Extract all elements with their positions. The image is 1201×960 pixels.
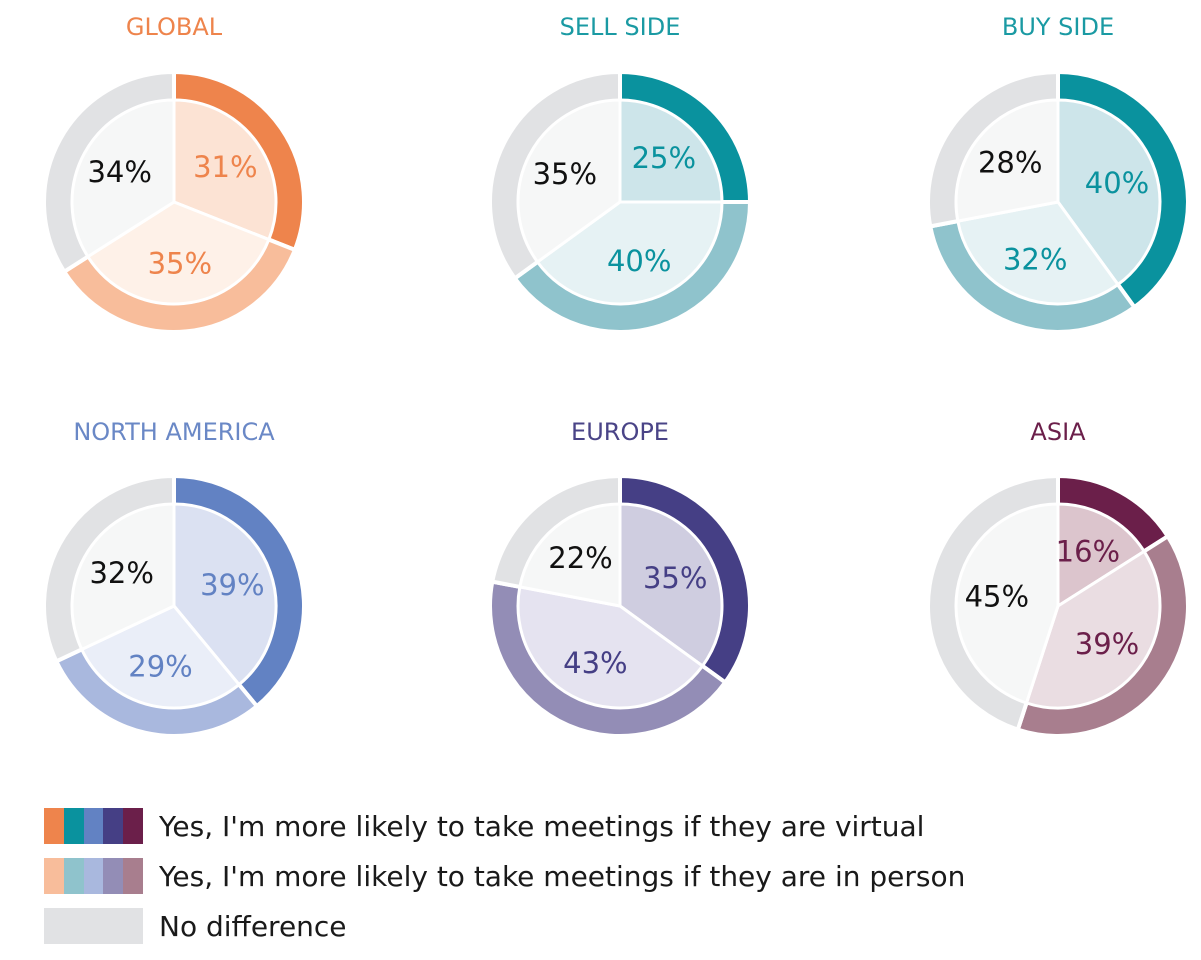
legend-swatch: [44, 908, 143, 944]
legend-swatch: [84, 808, 104, 844]
legend-label-no-difference: No difference: [159, 910, 347, 943]
legend-swatch: [64, 808, 84, 844]
data-label: 39%: [200, 568, 264, 602]
legend-item-in-person: Yes, I'm more likely to take meetings if…: [44, 858, 1044, 894]
data-label: 40%: [607, 244, 671, 278]
chart-title: SELL SIDE: [560, 13, 681, 41]
legend-label-virtual: Yes, I'm more likely to take meetings if…: [159, 810, 924, 843]
data-label: 16%: [1056, 535, 1120, 569]
data-label: 32%: [1003, 243, 1067, 277]
data-label: 43%: [563, 646, 627, 680]
legend-swatch: [123, 858, 143, 894]
data-label: 28%: [978, 146, 1042, 180]
legend-swatch: [84, 858, 104, 894]
legend-swatch-in-person: [44, 858, 143, 894]
legend-swatch: [64, 858, 84, 894]
legend-item-virtual: Yes, I'm more likely to take meetings if…: [44, 808, 1044, 844]
chart-title: ASIA: [1030, 418, 1086, 446]
legend-item-no-difference: No difference: [44, 908, 1044, 944]
data-label: 39%: [1075, 627, 1139, 661]
legend-swatch: [103, 858, 123, 894]
data-label: 32%: [89, 556, 153, 590]
pie-chart: ASIA 16% 39% 45%: [928, 418, 1188, 736]
pie-chart: GLOBAL 31% 35% 34%: [44, 13, 304, 332]
data-label: 34%: [87, 155, 151, 189]
pie-chart: BUY SIDE 40% 32% 28%: [928, 13, 1188, 332]
data-label: 31%: [193, 150, 257, 184]
legend-swatch: [44, 858, 64, 894]
legend-swatch: [123, 808, 143, 844]
data-label: 29%: [128, 650, 192, 684]
chart-title: NORTH AMERICA: [73, 418, 275, 446]
legend: Yes, I'm more likely to take meetings if…: [44, 808, 1044, 944]
chart-title: BUY SIDE: [1002, 13, 1114, 41]
chart-title: GLOBAL: [126, 13, 223, 41]
data-label: 35%: [148, 247, 212, 281]
chart-title: EUROPE: [571, 418, 669, 446]
pie-chart: NORTH AMERICA 39% 29% 32%: [44, 418, 304, 736]
pie-chart: EUROPE 35% 43% 22%: [490, 418, 750, 736]
legend-swatch-no-difference: [44, 908, 143, 944]
legend-swatch: [44, 808, 64, 844]
legend-swatch-virtual: [44, 808, 143, 844]
data-label: 35%: [533, 157, 597, 191]
pie-chart: SELL SIDE 25% 40% 35%: [490, 13, 750, 332]
data-label: 25%: [632, 141, 696, 175]
data-label: 40%: [1085, 166, 1149, 200]
legend-label-in-person: Yes, I'm more likely to take meetings if…: [159, 860, 965, 893]
data-label: 45%: [965, 579, 1029, 613]
legend-swatch: [103, 808, 123, 844]
data-label: 35%: [643, 561, 707, 595]
pie-charts: GLOBAL 31% 35% 34% SELL SIDE 25% 40% 35% BUY SID…: [0, 0, 1201, 790]
data-label: 22%: [548, 541, 612, 575]
